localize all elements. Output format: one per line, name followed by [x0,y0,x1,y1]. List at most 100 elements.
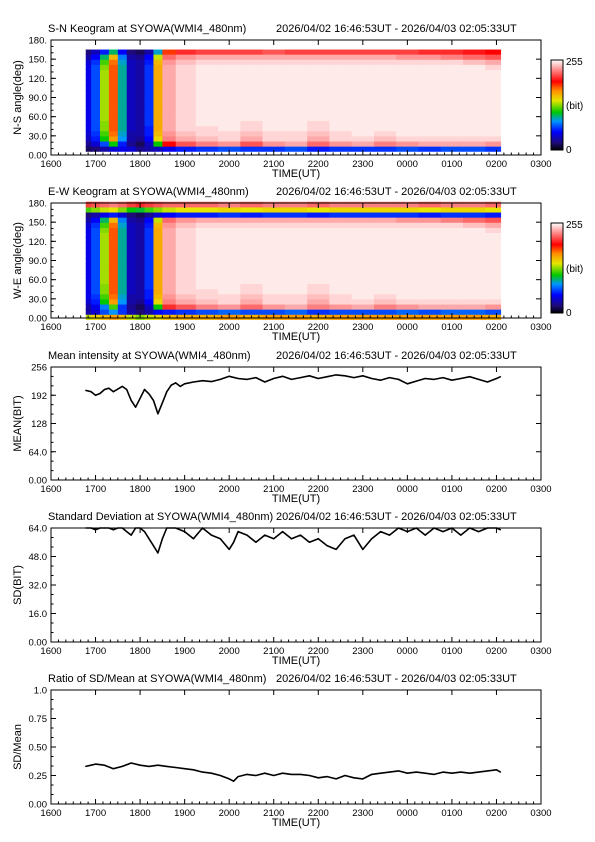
keogram-cell [262,48,286,55]
keogram-cell [100,278,110,285]
data-point [499,771,502,773]
plot-frame [50,689,542,805]
panel-time-range: 2026/04/02 16:46:53UT - 2026/04/03 02:05… [276,673,517,685]
keogram-cell [135,206,146,213]
keogram-cell [126,135,137,142]
keogram-cell [117,283,128,290]
keogram-cell [418,298,442,305]
data-point [451,772,453,774]
keogram-cell [91,227,101,233]
keogram-cell [100,232,110,239]
keogram-cell [175,89,197,96]
keogram-cell [373,94,397,101]
data-point [175,382,177,384]
data-point [326,376,328,378]
data-point [415,771,417,773]
keogram-cell [195,146,219,152]
keogram-cell [153,263,163,269]
data-point [486,770,489,772]
keogram-cell [485,211,502,218]
keogram-cell [440,303,464,310]
data-point [264,381,266,383]
keogram-cell [162,48,177,55]
keogram-cell [144,48,155,55]
panel-title: Mean intensity at SYOWA(WMI4_480nm) [48,350,251,362]
keogram-cell [195,130,219,137]
keogram-cell [144,278,155,285]
keogram-cell [485,298,502,305]
keogram-cell [307,43,331,50]
y-tick-label: 64.0 [29,524,48,535]
keogram-cell [108,242,119,249]
keogram-cell [135,283,146,290]
colorbar-max-label: 255 [566,57,583,68]
keogram-cell [195,69,219,76]
colorbar-min-label: 0 [566,308,572,319]
y-tick-label: 30.0 [29,131,48,142]
data-point [175,527,177,529]
keogram-cell [262,268,286,274]
keogram-cell [396,146,420,152]
keogram-cell [440,48,464,55]
keogram-cell [175,232,197,239]
data-point [495,769,498,771]
data-point [442,771,444,773]
panel-0: S-N Keogram at SYOWA(WMI4_480nm) 2026/04/… [12,23,583,180]
x-tick-label: 0000 [397,484,418,495]
keogram-cell [218,232,241,239]
keogram-cell [144,211,155,218]
keogram-cell [440,74,464,81]
keogram-cell [351,293,375,300]
keogram-cell [175,217,197,223]
x-tick-label: 1900 [174,322,195,333]
keogram-cell [153,242,163,249]
keogram-cell [162,94,177,101]
keogram-cell [108,151,119,157]
keogram-cell [351,283,375,290]
keogram-cell [218,247,241,254]
x-tick-label: 2000 [219,808,240,819]
keogram-cell [153,252,163,259]
keogram-cell [418,211,442,218]
keogram-cell [135,105,146,111]
keogram-cell [373,309,397,315]
keogram-cell [117,48,128,55]
keogram-cell [463,273,486,279]
keogram-cell [351,232,375,239]
keogram-cell [373,59,397,65]
keogram-cell [117,263,128,269]
data-point [219,378,221,380]
keogram-cell [418,84,442,91]
keogram-cell [373,74,397,81]
colorbar-max-label: 255 [566,220,583,231]
keogram-cell [418,303,442,310]
keogram-cell [440,100,464,106]
keogram-cell [108,89,119,96]
data-point [233,780,235,782]
colorbar-unit-label: (bit) [566,264,583,275]
keogram-cell [307,247,331,254]
keogram-cell [307,278,331,285]
keogram-cell [153,303,163,310]
keogram-cell [175,206,197,213]
keogram-cell [144,247,155,254]
keogram-cell [262,237,286,244]
keogram-cell [85,206,92,213]
keogram-cell [373,257,397,264]
keogram-cell [126,48,137,55]
keogram-cell [117,309,128,315]
data-point [166,527,168,529]
keogram-cell [117,314,128,320]
data-point [170,384,172,386]
keogram-cell [373,278,397,285]
keogram-cell [240,222,264,228]
keogram-cell [329,140,353,147]
keogram-cell [153,74,163,81]
colorbar: 255 (bit) 0 [550,57,583,156]
keogram-cell [91,146,101,152]
keogram-cell [100,120,110,127]
keogram-cell [85,298,92,305]
keogram-cell [218,257,241,264]
keogram-cell [418,293,442,300]
data-point [335,374,337,376]
